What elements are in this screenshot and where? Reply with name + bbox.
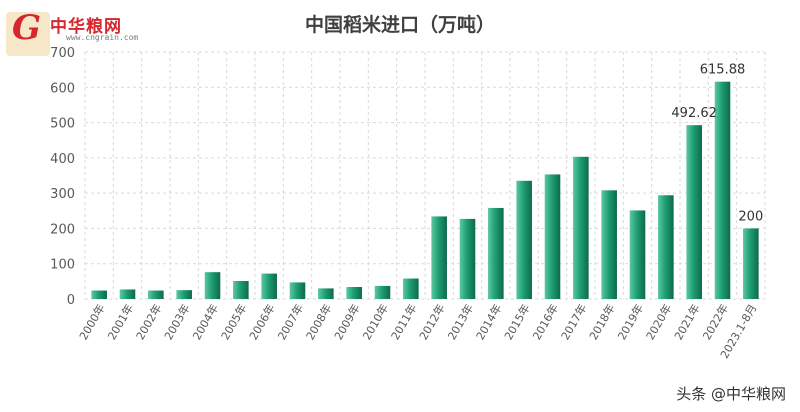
- bar: [544, 174, 561, 299]
- x-tick-label: 2020年: [643, 302, 675, 343]
- x-tick-label: 2004年: [189, 302, 221, 343]
- bar: [488, 207, 504, 299]
- x-tick-label: 2008年: [303, 302, 335, 343]
- bar: [91, 290, 107, 299]
- bars: [91, 81, 759, 300]
- x-tick-label: 2001年: [104, 302, 136, 343]
- bar: [403, 278, 419, 299]
- x-tick-label: 2019年: [614, 302, 646, 343]
- y-axis-ticks: 0 100 200 300 400 500 600 700: [50, 46, 75, 308]
- logo-name: 中华粮网: [50, 17, 122, 37]
- y-tick-label: 100: [50, 258, 75, 273]
- x-tick-label: 2016年: [529, 302, 561, 343]
- bar: [459, 218, 476, 299]
- x-tick-label: 2009年: [331, 302, 363, 343]
- logo-badge: [6, 12, 50, 56]
- y-tick-label: 600: [50, 81, 75, 96]
- y-tick-label: 400: [50, 152, 75, 167]
- bar: [374, 285, 391, 299]
- x-tick-label: 2006年: [246, 302, 278, 343]
- watermark: 头条 @中华粮网: [676, 385, 786, 403]
- logo-g-mark: G: [12, 8, 42, 48]
- bar: [431, 216, 447, 299]
- x-tick-label: 2011年: [388, 302, 420, 343]
- bar: [318, 288, 334, 299]
- x-tick-label: 2005年: [218, 302, 250, 343]
- bar: [233, 281, 249, 299]
- y-tick-label: 200: [50, 222, 75, 237]
- x-tick-label: 2018年: [586, 302, 618, 343]
- bar: [346, 287, 362, 299]
- data-label: 615.88: [700, 63, 746, 78]
- x-tick-label: 2013年: [444, 302, 476, 343]
- grid-lines: [84, 51, 766, 300]
- x-tick-label: 2000年: [76, 302, 108, 343]
- data-label: 200: [738, 209, 763, 224]
- chart-title: 中国稻米进口（万吨）: [304, 14, 495, 36]
- bar: [289, 282, 306, 299]
- x-tick-label: 2021年: [671, 302, 703, 343]
- bar: [261, 273, 277, 299]
- bar: [686, 125, 702, 300]
- bar: [119, 289, 136, 299]
- data-label: 492.62: [671, 106, 717, 121]
- bar: [714, 81, 731, 299]
- data-labels: 492.62 615.88 200: [671, 63, 763, 225]
- y-tick-label: 0: [67, 293, 75, 308]
- logo-url: www.cngrain.com: [66, 33, 139, 42]
- logo: G 中华粮网 www.cngrain.com: [6, 6, 166, 58]
- bar: [743, 228, 759, 299]
- y-tick-label: 500: [50, 117, 75, 132]
- x-axis-ticks: 2000年2001年2002年2003年2004年2005年2006年2007年…: [76, 302, 759, 361]
- x-tick-label: 2022年: [699, 302, 731, 343]
- bar: [658, 195, 674, 299]
- x-tick-label: 2003年: [161, 302, 193, 343]
- bar: [176, 290, 192, 299]
- y-tick-label: 700: [50, 46, 75, 61]
- bar: [516, 180, 532, 299]
- bar: [573, 156, 589, 299]
- bar: [204, 272, 221, 299]
- y-tick-label: 300: [50, 187, 75, 202]
- bar: [601, 190, 617, 299]
- bar: [629, 210, 646, 299]
- x-tick-label: 2014年: [473, 302, 505, 343]
- x-tick-label: 2015年: [501, 302, 533, 343]
- bar: [148, 290, 164, 299]
- x-tick-label: 2012年: [416, 302, 448, 343]
- x-tick-label: 2017年: [558, 302, 590, 343]
- x-tick-label: 2002年: [133, 302, 165, 343]
- x-tick-label: 2010年: [359, 302, 391, 343]
- x-tick-label: 2007年: [274, 302, 306, 343]
